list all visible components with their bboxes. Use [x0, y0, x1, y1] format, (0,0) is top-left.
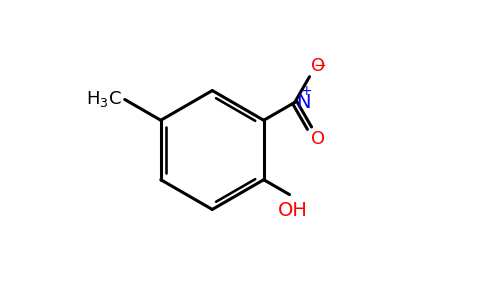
Text: N: N [296, 93, 311, 112]
Text: OH: OH [277, 200, 307, 220]
Text: +: + [300, 84, 312, 98]
Text: H$_3$C: H$_3$C [86, 89, 122, 110]
Text: −: − [314, 58, 326, 73]
Text: O: O [311, 130, 325, 148]
Text: O: O [311, 57, 325, 75]
